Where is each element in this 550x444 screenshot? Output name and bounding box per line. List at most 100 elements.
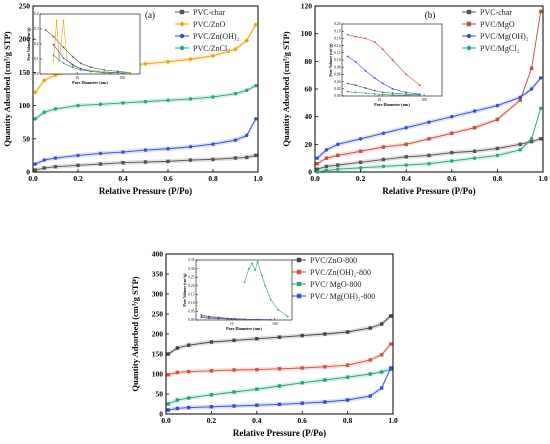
data-point: [211, 157, 215, 162]
inset-data-point: [354, 84, 357, 87]
data-point: [358, 149, 363, 153]
data-point: [277, 402, 282, 407]
data-point: [233, 46, 238, 52]
hysteresis-band: [168, 341, 391, 377]
data-point: [336, 163, 340, 167]
data-point: [143, 160, 148, 164]
y-tick-label: 250: [152, 310, 164, 319]
inset-data-point: [405, 91, 408, 94]
inset-series-line: [244, 260, 288, 317]
panel-label: (b): [425, 10, 436, 20]
data-point: [427, 162, 431, 166]
legend-label: PVC/ Mg(OH)₂-800: [310, 292, 375, 301]
x-tick-label: 0.0: [310, 174, 320, 183]
inset-y-tick-label: 0.35: [188, 258, 194, 262]
x-tick-label: 0.0: [28, 174, 38, 183]
y-tick-label: 0: [159, 410, 163, 419]
data-point: [33, 117, 37, 121]
inset-y-tick-label: 0.06: [334, 73, 340, 77]
data-point: [255, 337, 259, 341]
inset-y-tick-label: 0.12: [334, 51, 340, 55]
chart-panel: 0.0 0.2 0.4 0.6 0.8 1.0 0 50 100 150 200 250 300 350 4…: [130, 250, 398, 439]
data-point: [254, 153, 258, 158]
data-point: [42, 158, 46, 162]
legend-label: PVC/ MgO-800: [310, 280, 361, 289]
data-point: [358, 166, 363, 170]
data-point: [315, 162, 319, 166]
inset-data-point: [264, 284, 267, 287]
data-point: [121, 161, 125, 165]
inset-data-point: [373, 89, 376, 92]
legend-marker: [466, 21, 472, 27]
legend-label: PVC/Zn(OH)₂: [193, 32, 240, 41]
legend-label: PVC/Zn(OH)₂-800: [310, 268, 371, 277]
data-point: [358, 160, 363, 165]
data-point: [539, 137, 543, 141]
inset-data-point: [256, 260, 259, 263]
inset-data-point: [52, 35, 55, 38]
data-point: [244, 38, 250, 43]
inset-data-point: [62, 62, 65, 65]
legend-marker: [466, 33, 472, 39]
inset-data-point: [200, 313, 203, 316]
data-point: [32, 90, 38, 95]
x-tick-label: 0.6: [298, 416, 308, 425]
data-point: [495, 146, 500, 151]
inset-data-point: [418, 94, 421, 97]
data-point: [324, 164, 329, 169]
inset-y-tick-label: 0.16: [334, 37, 340, 41]
y-tick-label: 100: [152, 370, 164, 379]
data-point: [209, 405, 214, 409]
inset-y-tick-label: 0.00: [334, 94, 340, 98]
x-tick-label: 0.4: [252, 416, 262, 425]
inset-data-point: [247, 267, 250, 270]
data-point: [381, 164, 386, 169]
legend-label: PVC/ZnO: [193, 20, 226, 29]
inset-data-point: [55, 19, 58, 22]
inset-chart: 10 100 0.00 0.05 0.10 0.15 0.20 0.25 0.30 0.35 Por…: [183, 258, 293, 331]
inset-data-point: [364, 69, 367, 72]
x-axis-label: Relative Pressure (P/Po): [233, 428, 326, 438]
data-point: [42, 110, 46, 114]
inset-series-line: [53, 55, 131, 75]
data-point: [232, 404, 236, 408]
x-tick-label: 0.2: [207, 416, 217, 425]
inset-x-axis-label: Pore Diameter (nm): [374, 102, 410, 107]
y-tick-label: 100: [19, 101, 31, 110]
inset-data-point: [89, 66, 92, 69]
inset-data-point: [381, 93, 384, 96]
inset-data-point: [346, 55, 349, 58]
data-point: [209, 340, 214, 344]
y-tick-label: 300: [152, 290, 164, 299]
data-point: [245, 155, 249, 160]
data-point: [209, 393, 214, 397]
inset-x-tick-label: 100: [421, 98, 427, 102]
y-tick-label: 50: [23, 134, 31, 143]
data-point: [323, 378, 327, 382]
data-point: [315, 170, 319, 174]
inset-y-tick-label: 0.20: [188, 284, 194, 288]
inset-data-point: [381, 91, 384, 94]
data-point: [539, 9, 543, 14]
data-point: [529, 87, 534, 91]
data-point: [495, 117, 500, 122]
x-tick-label: 1.0: [388, 416, 398, 425]
data-point: [336, 153, 340, 158]
x-tick-label: 0.8: [343, 416, 353, 425]
x-tick-label: 1.0: [538, 174, 548, 183]
inset-data-point: [391, 94, 394, 96]
data-point: [379, 322, 384, 326]
data-point: [53, 164, 58, 169]
inset-data-point: [346, 90, 349, 93]
data-point: [539, 76, 543, 80]
legend-marker: [179, 9, 185, 15]
data-point: [277, 335, 282, 339]
legend-marker: [179, 21, 185, 27]
y-axis-label: Quantity Adsorbed (cm³/g STP): [2, 31, 12, 146]
data-point: [300, 401, 304, 405]
data-point: [368, 394, 372, 398]
data-point: [472, 109, 477, 113]
y-tick-label: 80: [305, 57, 313, 66]
